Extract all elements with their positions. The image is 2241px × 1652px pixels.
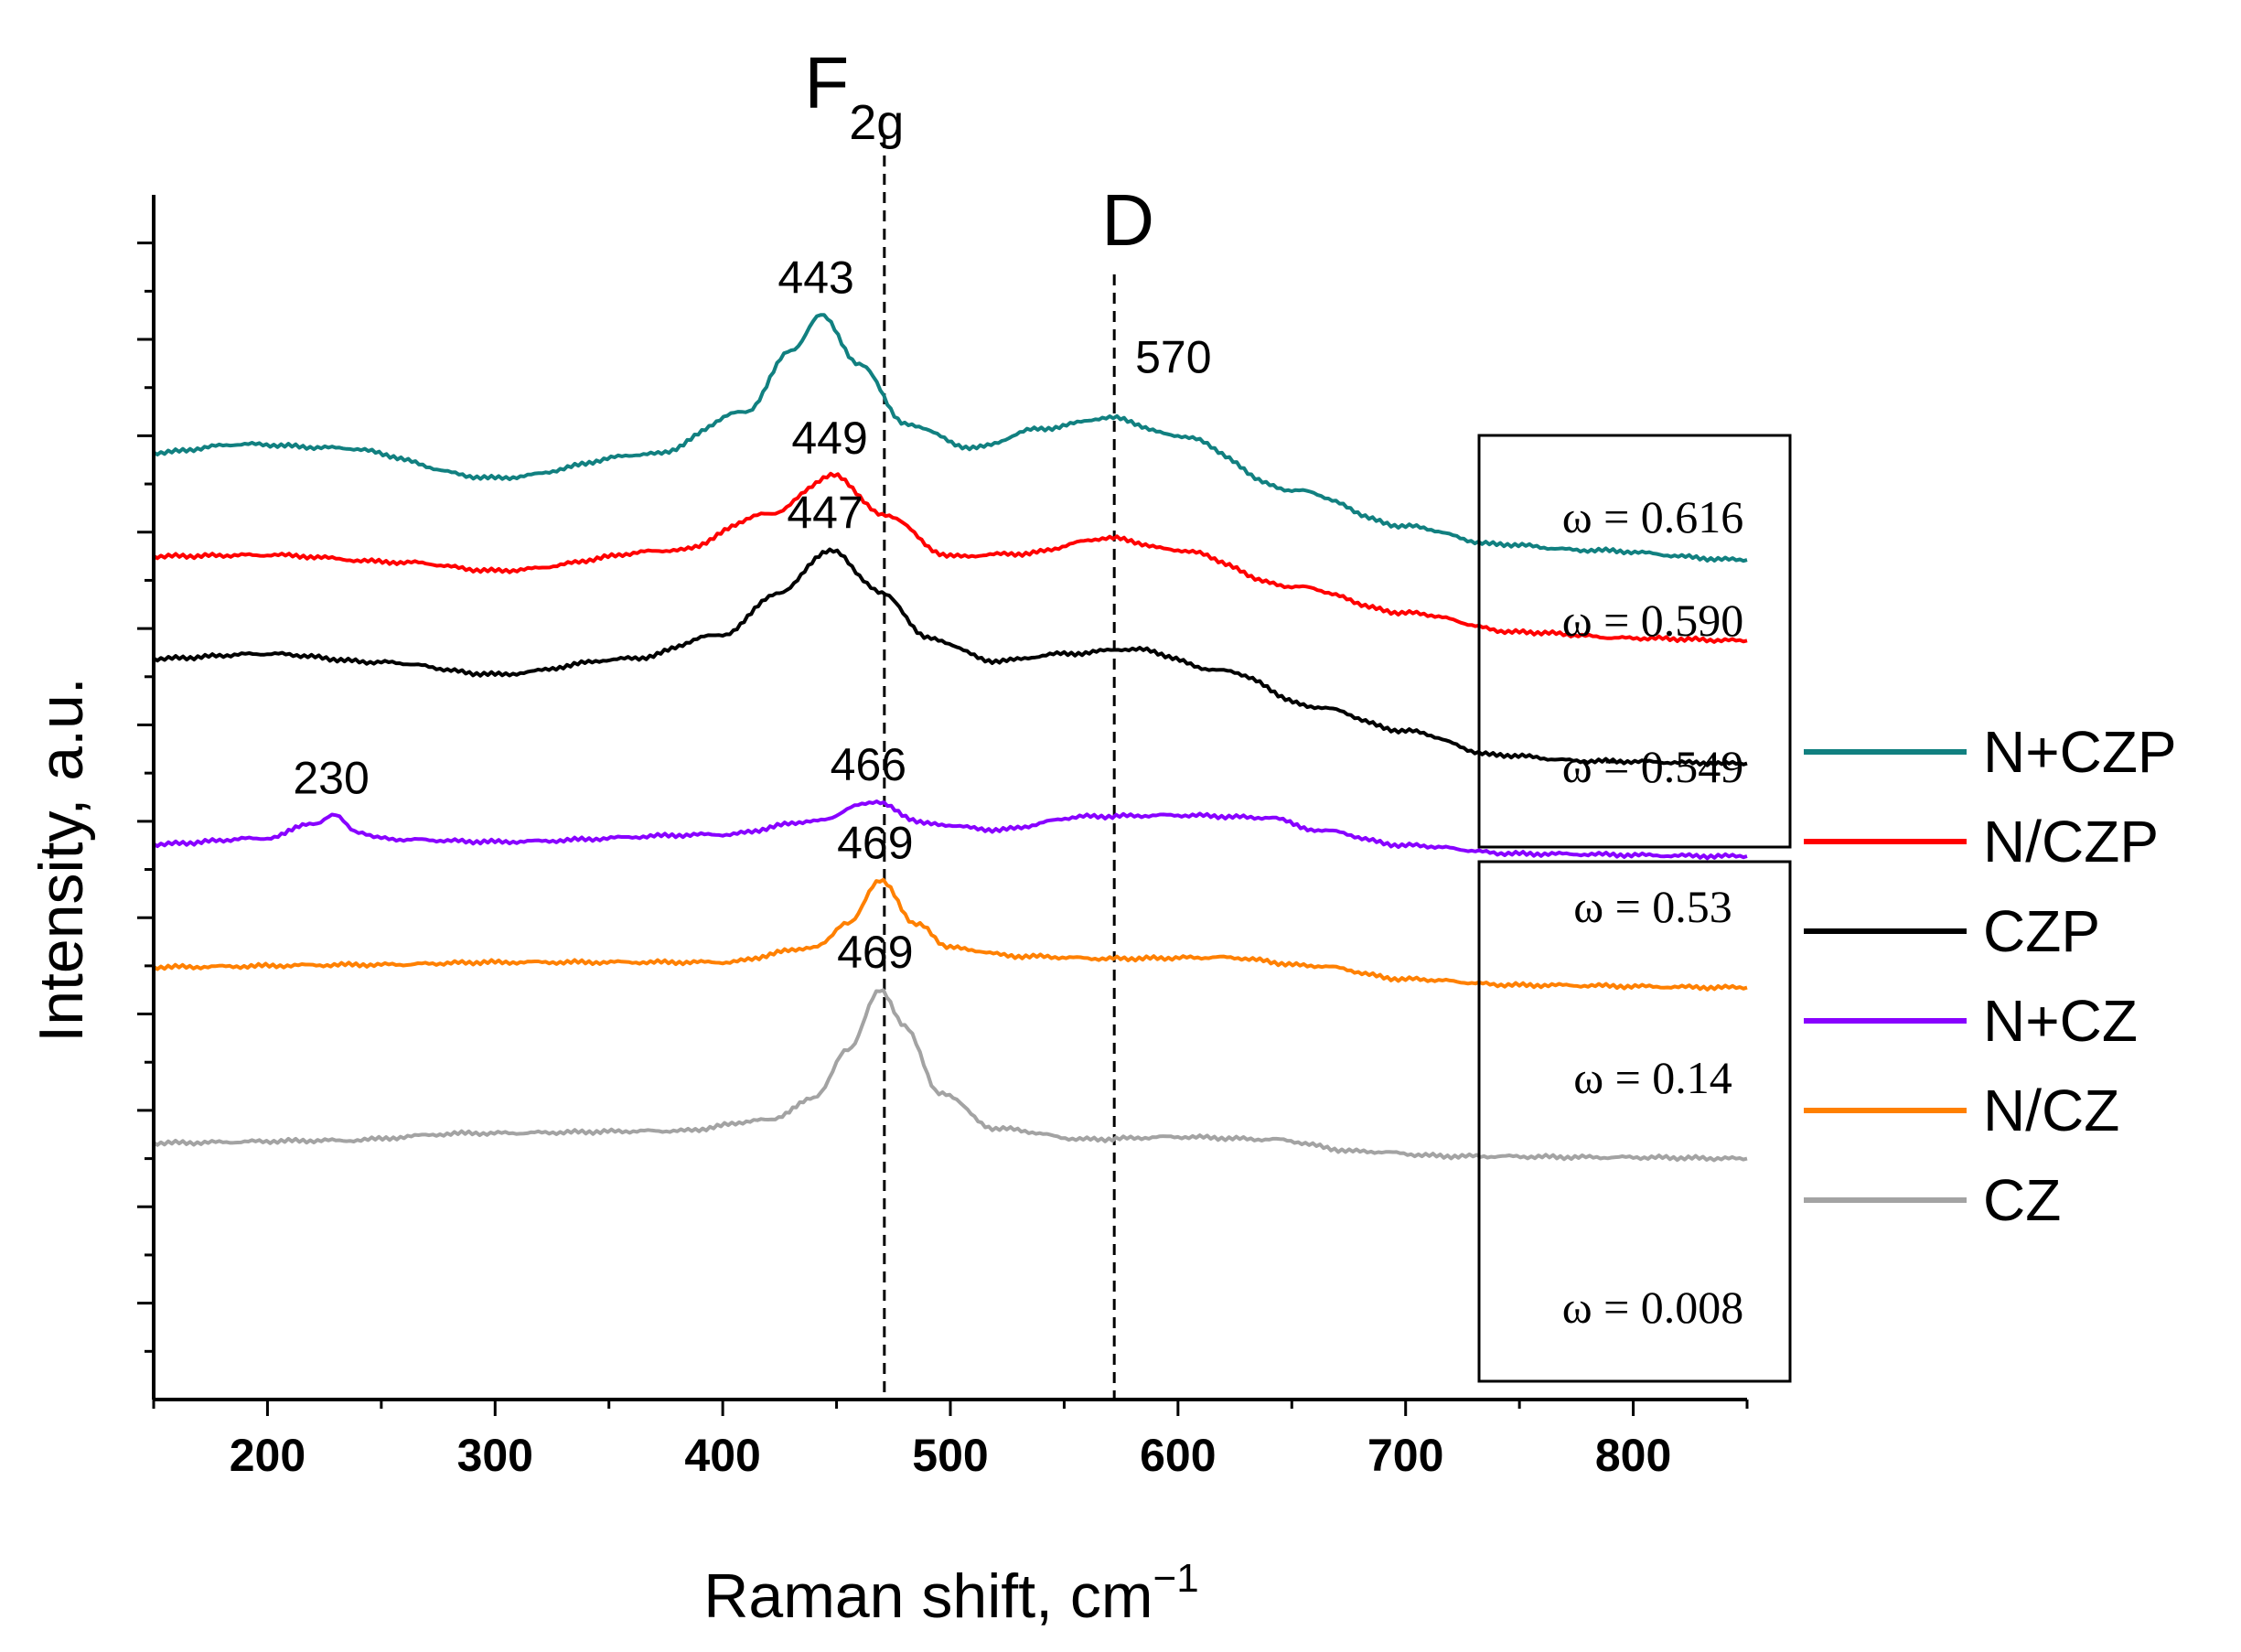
legend-label: N/CZ: [1983, 1078, 2119, 1143]
x-tick-label: 200: [230, 1430, 306, 1481]
legend-label: CZP: [1983, 898, 2100, 964]
omega-label: ω = 0.590: [1562, 595, 1744, 646]
omega-label: ω = 0.008: [1562, 1282, 1744, 1333]
x-tick-label: 300: [457, 1430, 533, 1481]
peak-label: 469: [837, 927, 913, 978]
x-tick-label: 400: [684, 1430, 760, 1481]
peak-label: 230: [293, 752, 369, 803]
x-tick-label: 500: [912, 1430, 988, 1481]
reference-line-label: D: [1101, 179, 1154, 261]
peak-label: 447: [787, 488, 863, 539]
series-line: [152, 313, 1748, 563]
axis-ticks: 200 300 400 500 600 700 800: [137, 241, 1749, 1481]
peak-label: 570: [1135, 332, 1211, 383]
series-line: [152, 799, 1748, 861]
reference-line-subscript: 2g: [849, 95, 904, 150]
omega-group-box: [1477, 860, 1792, 1383]
x-tick-label: 700: [1367, 1430, 1443, 1481]
peak-label: 466: [831, 739, 906, 790]
x-axis-title: Raman shift, cm−1: [703, 1556, 1198, 1631]
series-line: [152, 988, 1748, 1163]
x-tick-label: 800: [1595, 1430, 1671, 1481]
labels-layer: F2g D 443 449 447 466 469 469 230 570: [293, 42, 1211, 978]
legend-label: N/CZP: [1983, 809, 2159, 874]
series-line: [152, 877, 1748, 992]
y-axis-title: Intensity, a.u.: [27, 677, 96, 1042]
legend-label: N+CZ: [1983, 988, 2138, 1054]
reference-lines: [883, 137, 1116, 1400]
series-line: [152, 547, 1748, 767]
omega-label: ω = 0.616: [1562, 491, 1744, 542]
series-line: [152, 471, 1748, 644]
omega-label: ω = 0.14: [1573, 1052, 1732, 1103]
reference-line-label: F2g: [804, 42, 904, 150]
legend: N+CZP N/CZP CZP N+CZ N/CZ CZ: [1804, 719, 2177, 1233]
axes: 200 300 400 500 600 700 800: [137, 195, 1749, 1481]
legend-label: CZ: [1983, 1167, 2061, 1233]
peak-label: 449: [791, 413, 867, 464]
series-layer: [152, 313, 1748, 1163]
legend-label: N+CZP: [1983, 719, 2177, 785]
omega-group-box: [1477, 434, 1792, 849]
peak-label: 443: [777, 252, 853, 304]
omega-label: ω = 0.549: [1562, 741, 1744, 792]
omega-label: ω = 0.53: [1573, 881, 1732, 932]
peak-label: 469: [837, 817, 913, 868]
omega-boxes: ω = 0.616 ω = 0.590 ω = 0.549 ω = 0.53 ω = 0…: [1477, 434, 1792, 1383]
x-tick-label: 600: [1140, 1430, 1216, 1481]
